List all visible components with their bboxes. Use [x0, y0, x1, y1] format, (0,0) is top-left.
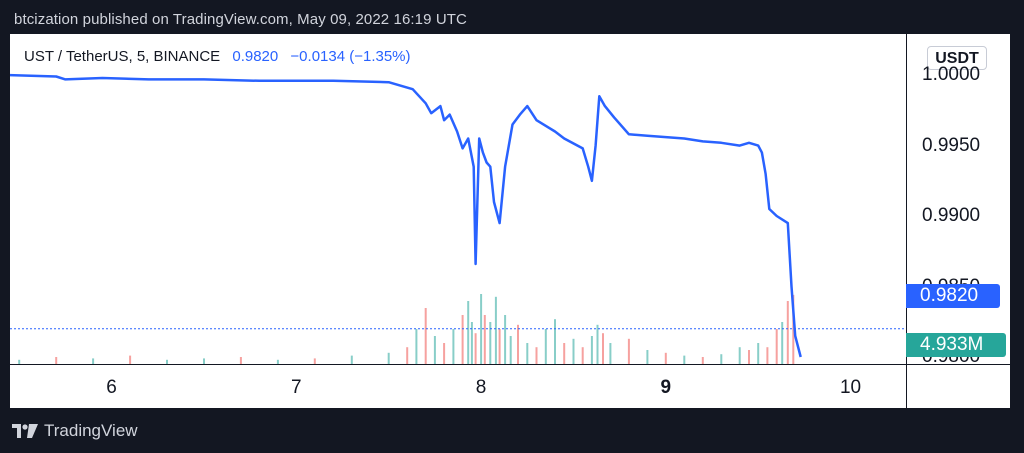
volume-bar: [313, 358, 316, 364]
time-tick-label: 8: [475, 377, 487, 398]
price-tick-label: 1.0000: [922, 64, 981, 86]
volume-bar: [239, 357, 242, 364]
volume-bar: [602, 333, 604, 364]
last-value: 0.9820: [232, 48, 279, 65]
volume-bar: [535, 347, 538, 364]
price-axis-divider: [906, 34, 907, 408]
volume-bar: [517, 324, 519, 364]
volume-bar: [792, 294, 795, 364]
volume-bar: [494, 296, 497, 364]
price-tick-label: 0.9950: [922, 134, 981, 156]
volume-bar: [781, 322, 784, 364]
volume-bar: [786, 301, 789, 364]
volume-bar: [467, 301, 470, 364]
volume-bar: [276, 359, 279, 364]
volume-bars: [18, 294, 795, 364]
volume-bar: [92, 358, 95, 364]
symbol-legend: UST / TetherUS, 5, BINANCE 0.9820 −0.013…: [24, 48, 411, 65]
time-tick-label: 10: [839, 377, 862, 398]
volume-bar: [483, 315, 486, 364]
price-chart[interactable]: [10, 34, 1010, 408]
top-bar: btcization published on TradingView.com,…: [0, 0, 1024, 34]
volume-bar: [683, 355, 686, 364]
volume-bar: [166, 359, 168, 364]
volume-bar: [387, 352, 390, 364]
volume-bar: [203, 358, 205, 364]
time-tick-label: 7: [291, 377, 302, 398]
volume-bar: [406, 347, 409, 364]
volume-bar: [738, 347, 741, 364]
volume-bar: [489, 322, 492, 364]
currency-button[interactable]: USDT: [927, 46, 987, 70]
volume-bar: [509, 336, 512, 364]
volume-bar: [18, 359, 21, 364]
volume-bar: [554, 319, 556, 364]
symbol-label: UST / TetherUS, 5, BINANCE: [24, 48, 221, 65]
volume-bar: [55, 357, 58, 364]
volume-bar: [470, 322, 473, 364]
volume-bar: [443, 343, 446, 364]
volume-bar: [572, 338, 575, 364]
volume-bar: [129, 355, 132, 364]
volume-bar: [504, 315, 507, 364]
volume-bar: [480, 294, 483, 364]
volume-bar: [590, 336, 593, 364]
price-tick-label: 0.9900: [922, 205, 981, 227]
publisher-text: btcization published on TradingView.com,…: [14, 11, 467, 28]
volume-bar: [581, 347, 584, 364]
volume-bar: [350, 355, 353, 364]
volume-bar: [627, 338, 630, 364]
volume-bar: [544, 329, 547, 364]
volume-bar: [646, 350, 649, 364]
brand[interactable]: TradingView: [12, 421, 138, 441]
volume-tag: 4.933M: [906, 333, 1006, 357]
time-tick-label: 6: [106, 377, 117, 398]
volume-bar: [720, 354, 723, 364]
volume-bar: [563, 343, 566, 364]
volume-bar: [757, 343, 760, 364]
time-axis-divider: [10, 364, 1010, 365]
price-line: [10, 73, 802, 358]
volume-bar: [474, 333, 477, 364]
volume-bar: [664, 352, 667, 364]
volume-bar: [766, 347, 769, 364]
volume-bar: [461, 315, 464, 364]
brand-name: TradingView: [44, 421, 138, 440]
volume-bar: [415, 329, 418, 364]
volume-bar: [609, 343, 612, 364]
volume-bar: [498, 329, 501, 364]
time-tick-label: 9: [660, 377, 672, 398]
tradingview-logo-icon: [12, 424, 38, 438]
volume-bar: [452, 329, 455, 364]
volume-bar: [701, 357, 704, 364]
volume-bar: [596, 324, 599, 364]
change-value: −0.0134 (−1.35%): [290, 48, 411, 65]
volume-bar: [433, 336, 436, 364]
volume-bar: [424, 308, 427, 364]
last-price-tag: 0.9820: [906, 284, 1000, 308]
volume-bar: [526, 343, 529, 364]
volume-bar: [775, 329, 778, 364]
volume-bar: [748, 350, 750, 364]
